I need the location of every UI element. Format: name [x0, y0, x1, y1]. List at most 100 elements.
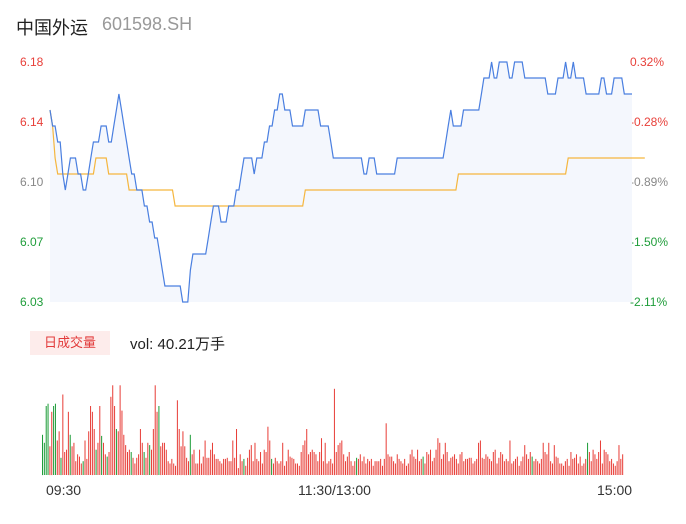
- volume-bar: [315, 454, 317, 475]
- volume-bar: [104, 454, 106, 475]
- volume-bar: [95, 449, 97, 475]
- volume-bar: [350, 461, 352, 475]
- volume-bar: [138, 454, 140, 475]
- volume-bar: [583, 463, 585, 475]
- volume-bar: [184, 446, 186, 476]
- volume-bar: [394, 463, 396, 475]
- volume-bar: [230, 461, 232, 475]
- volume-bar: [376, 461, 378, 475]
- y-right-tick-3: -1.50%: [630, 235, 669, 249]
- volume-bar: [154, 385, 156, 475]
- volume-bar: [226, 457, 228, 476]
- volume-bar: [110, 396, 112, 475]
- volume-bar: [206, 457, 208, 476]
- volume-bar: [540, 458, 542, 475]
- volume-bar: [433, 457, 435, 476]
- y-left-tick-1: 6.14: [20, 115, 44, 129]
- volume-bar: [69, 434, 71, 476]
- volume-bar: [354, 461, 356, 475]
- volume-bar: [363, 456, 365, 475]
- volume-bar: [474, 461, 476, 475]
- volume-bar: [193, 449, 195, 475]
- volume-bar: [424, 463, 426, 475]
- volume-bar: [335, 452, 337, 475]
- volume-bar: [365, 463, 367, 475]
- volume-bar: [43, 442, 45, 475]
- volume-bar: [274, 457, 276, 476]
- volume-bar: [243, 458, 245, 475]
- volume-bar: [141, 442, 143, 475]
- volume-bar: [546, 454, 548, 475]
- volume-bar: [402, 463, 404, 475]
- volume-bar: [500, 452, 502, 475]
- volume-bar: [47, 403, 49, 475]
- volume-bar: [568, 465, 570, 475]
- volume-bar: [442, 454, 444, 475]
- volume-bar: [280, 461, 282, 475]
- volume-bar: [389, 456, 391, 475]
- volume-bar: [213, 454, 215, 475]
- volume-bar: [572, 458, 574, 475]
- y-left-tick-3: 6.07: [20, 235, 44, 249]
- volume-bar: [106, 456, 108, 475]
- volume-bar: [145, 457, 147, 476]
- volume-bar: [459, 454, 461, 475]
- volume-bar: [357, 458, 359, 475]
- volume-bar: [130, 452, 132, 475]
- price-area: [50, 62, 632, 302]
- volume-bar: [511, 463, 513, 475]
- volume-bar: [112, 385, 114, 475]
- volume-bar: [151, 449, 153, 475]
- volume-bar: [165, 449, 167, 475]
- volume-bar: [341, 440, 343, 475]
- volume-bar: [509, 440, 511, 475]
- volume-bar: [309, 452, 311, 475]
- volume-bar: [417, 449, 419, 475]
- volume-bar: [258, 461, 260, 475]
- volume-bar: [620, 458, 622, 475]
- volume-bar: [149, 445, 151, 475]
- volume-bar: [598, 452, 600, 475]
- volume-bar: [498, 457, 500, 476]
- volume-bar: [42, 434, 44, 476]
- volume-bar: [176, 400, 178, 476]
- volume-bar: [134, 463, 136, 475]
- volume-bar: [418, 461, 420, 475]
- volume-bar: [126, 452, 129, 475]
- volume-bar: [123, 434, 125, 476]
- volume-bar: [483, 458, 485, 475]
- volume-bar: [618, 445, 620, 475]
- volume-bar: [171, 458, 173, 475]
- volume-bar: [503, 461, 505, 475]
- volume-bar: [346, 456, 348, 475]
- volume-badge: 日成交量: [30, 331, 110, 355]
- volume-bar: [348, 452, 350, 475]
- volume-bar: [487, 456, 489, 475]
- volume-bar: [108, 452, 110, 475]
- volume-bar: [182, 431, 184, 475]
- volume-bar: [152, 429, 154, 475]
- volume-bar: [367, 458, 369, 475]
- y-right-tick-0: 0.32%: [630, 55, 665, 69]
- volume-bar: [526, 454, 528, 475]
- volume-bar: [284, 465, 286, 475]
- volume-bar: [485, 454, 487, 475]
- volume-bar: [601, 463, 603, 475]
- volume-bar: [533, 461, 535, 475]
- volume-bar: [603, 449, 605, 475]
- volume-bar: [616, 461, 618, 475]
- volume-bar: [599, 440, 601, 475]
- average-price-line: [49, 109, 645, 207]
- volume-bar: [361, 461, 363, 475]
- volume-bar: [62, 394, 64, 475]
- volume-bar: [160, 446, 162, 476]
- volume-bar: [317, 461, 319, 475]
- volume-bar: [577, 463, 579, 475]
- volume-bar: [269, 440, 271, 475]
- volume-bar: [535, 458, 537, 475]
- volume-bar: [53, 406, 55, 475]
- volume-bar: [476, 458, 478, 475]
- volume-bar: [223, 458, 225, 475]
- volume-bar: [490, 461, 492, 475]
